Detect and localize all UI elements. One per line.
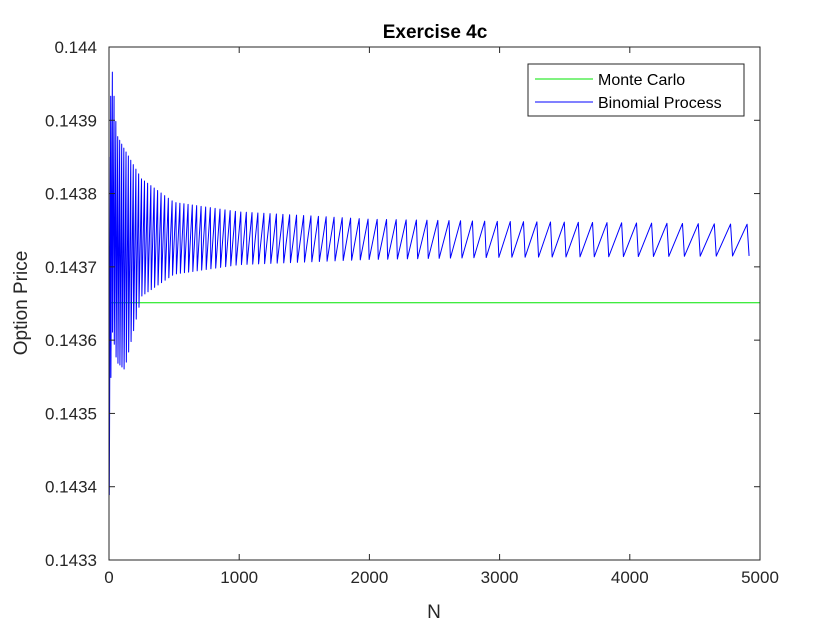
y-tick-label: 0.1439 [45,111,97,130]
x-tick-label: 1000 [220,568,258,587]
axes-background [109,47,760,560]
x-tick-label: 2000 [350,568,388,587]
y-tick-label: 0.1438 [45,185,97,204]
legend-label-binomial-process: Binomial Process [598,95,722,112]
y-axis-label: Option Price [11,251,32,356]
legend-box [527,63,745,117]
x-tick-label: 0 [104,568,113,587]
x-axis-ticks: 0 1000 2000 3000 4000 5000 [104,47,779,587]
chart-title: Exercise 4c [383,22,488,43]
y-tick-label: 0.1437 [45,258,97,277]
plot-area: 0 1000 2000 3000 4000 5000 0.1433 0.1434 0.1435… [45,38,779,587]
x-axis-label: N [427,602,441,623]
y-tick-label: 0.1433 [45,551,97,570]
legend-label-monte-carlo: Monte Carlo [598,72,685,89]
y-tick-label: 0.144 [54,38,97,57]
axes-box [108,46,761,561]
x-tick-label: 3000 [481,568,519,587]
y-tick-label: 0.1435 [45,404,97,423]
y-axis-ticks: 0.1433 0.1434 0.1435 0.1436 0.1437 0.1438 0.14… [45,38,760,570]
legend: Monte Carlo Binomial Process [527,63,745,117]
y-tick-label: 0.1434 [45,478,97,497]
x-tick-label: 4000 [611,568,649,587]
y-tick-label: 0.1436 [45,331,97,350]
series-layer [108,71,760,496]
series-line-binomial-process [108,71,750,496]
x-tick-label: 5000 [741,568,779,587]
